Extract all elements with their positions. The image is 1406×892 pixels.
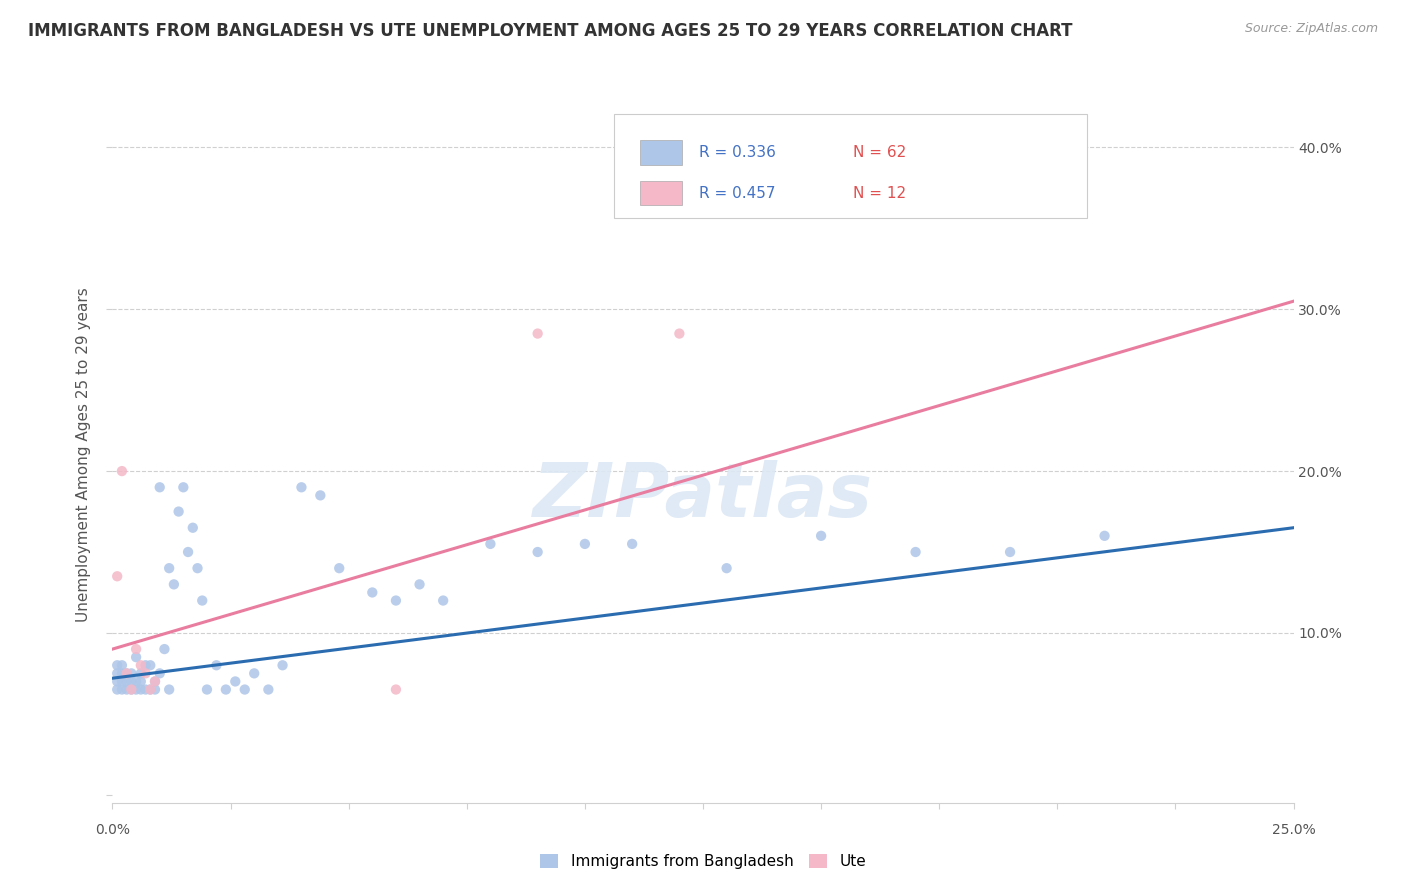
Text: N = 12: N = 12	[853, 186, 905, 201]
Point	[105, 674, 128, 689]
Point	[105, 682, 128, 697]
Point	[135, 658, 157, 673]
Point	[904, 545, 927, 559]
Bar	[640, 140, 682, 165]
Point	[243, 666, 266, 681]
Point	[167, 504, 190, 518]
Point	[205, 658, 228, 673]
Point	[233, 682, 256, 697]
Point	[125, 642, 148, 657]
Point	[224, 674, 246, 689]
Point	[125, 650, 148, 665]
Legend: Immigrants from Bangladesh, Ute: Immigrants from Bangladesh, Ute	[534, 848, 872, 875]
Point	[149, 480, 172, 494]
Point	[120, 674, 142, 689]
Point	[105, 569, 128, 583]
Point	[163, 577, 186, 591]
Text: IMMIGRANTS FROM BANGLADESH VS UTE UNEMPLOYMENT AMONG AGES 25 TO 29 YEARS CORRELA: IMMIGRANTS FROM BANGLADESH VS UTE UNEMPL…	[28, 22, 1073, 40]
Point	[143, 674, 166, 689]
Point	[105, 658, 128, 673]
Point	[328, 561, 350, 575]
Point	[129, 658, 152, 673]
Point	[120, 682, 142, 697]
Point	[526, 545, 548, 559]
Point	[139, 682, 162, 697]
Point	[408, 577, 430, 591]
Point	[139, 682, 162, 697]
Text: ZIPatlas: ZIPatlas	[533, 460, 873, 533]
Bar	[640, 181, 682, 205]
Point	[120, 682, 142, 697]
Point	[186, 561, 208, 575]
Point	[385, 593, 408, 607]
Point	[129, 674, 152, 689]
Point	[215, 682, 238, 697]
Point	[271, 658, 294, 673]
Point	[139, 658, 162, 673]
Point	[111, 674, 134, 689]
Text: R = 0.336: R = 0.336	[699, 145, 776, 160]
Text: Source: ZipAtlas.com: Source: ZipAtlas.com	[1244, 22, 1378, 36]
Point	[195, 682, 218, 697]
Point	[143, 682, 166, 697]
Y-axis label: Unemployment Among Ages 25 to 29 years: Unemployment Among Ages 25 to 29 years	[76, 287, 91, 623]
Point	[111, 682, 134, 697]
Point	[432, 593, 454, 607]
Point	[115, 666, 138, 681]
Point	[115, 682, 138, 697]
Point	[479, 537, 502, 551]
Point	[361, 585, 384, 599]
Text: 25.0%: 25.0%	[1271, 823, 1316, 837]
Point	[574, 537, 596, 551]
Point	[157, 682, 180, 697]
Text: 0.0%: 0.0%	[96, 823, 129, 837]
Point	[290, 480, 312, 494]
Text: R = 0.457: R = 0.457	[699, 186, 776, 201]
Point	[115, 674, 138, 689]
Point	[143, 674, 166, 689]
Point	[135, 666, 157, 681]
FancyBboxPatch shape	[614, 114, 1087, 219]
Point	[157, 561, 180, 575]
Point	[309, 488, 332, 502]
Point	[111, 658, 134, 673]
Point	[1094, 529, 1116, 543]
Point	[115, 666, 138, 681]
Point	[125, 682, 148, 697]
Point	[181, 521, 204, 535]
Point	[125, 674, 148, 689]
Point	[135, 682, 157, 697]
Point	[810, 529, 832, 543]
Point	[120, 666, 142, 681]
Point	[129, 666, 152, 681]
Point	[621, 537, 644, 551]
Point	[668, 326, 690, 341]
Point	[385, 682, 408, 697]
Point	[111, 464, 134, 478]
Point	[105, 666, 128, 681]
Point	[153, 642, 176, 657]
Point	[149, 666, 172, 681]
Point	[191, 593, 214, 607]
Point	[526, 326, 548, 341]
Point	[257, 682, 280, 697]
Text: N = 62: N = 62	[853, 145, 907, 160]
Point	[716, 561, 738, 575]
Point	[111, 666, 134, 681]
Point	[129, 682, 152, 697]
Point	[177, 545, 200, 559]
Point	[172, 480, 194, 494]
Point	[998, 545, 1021, 559]
